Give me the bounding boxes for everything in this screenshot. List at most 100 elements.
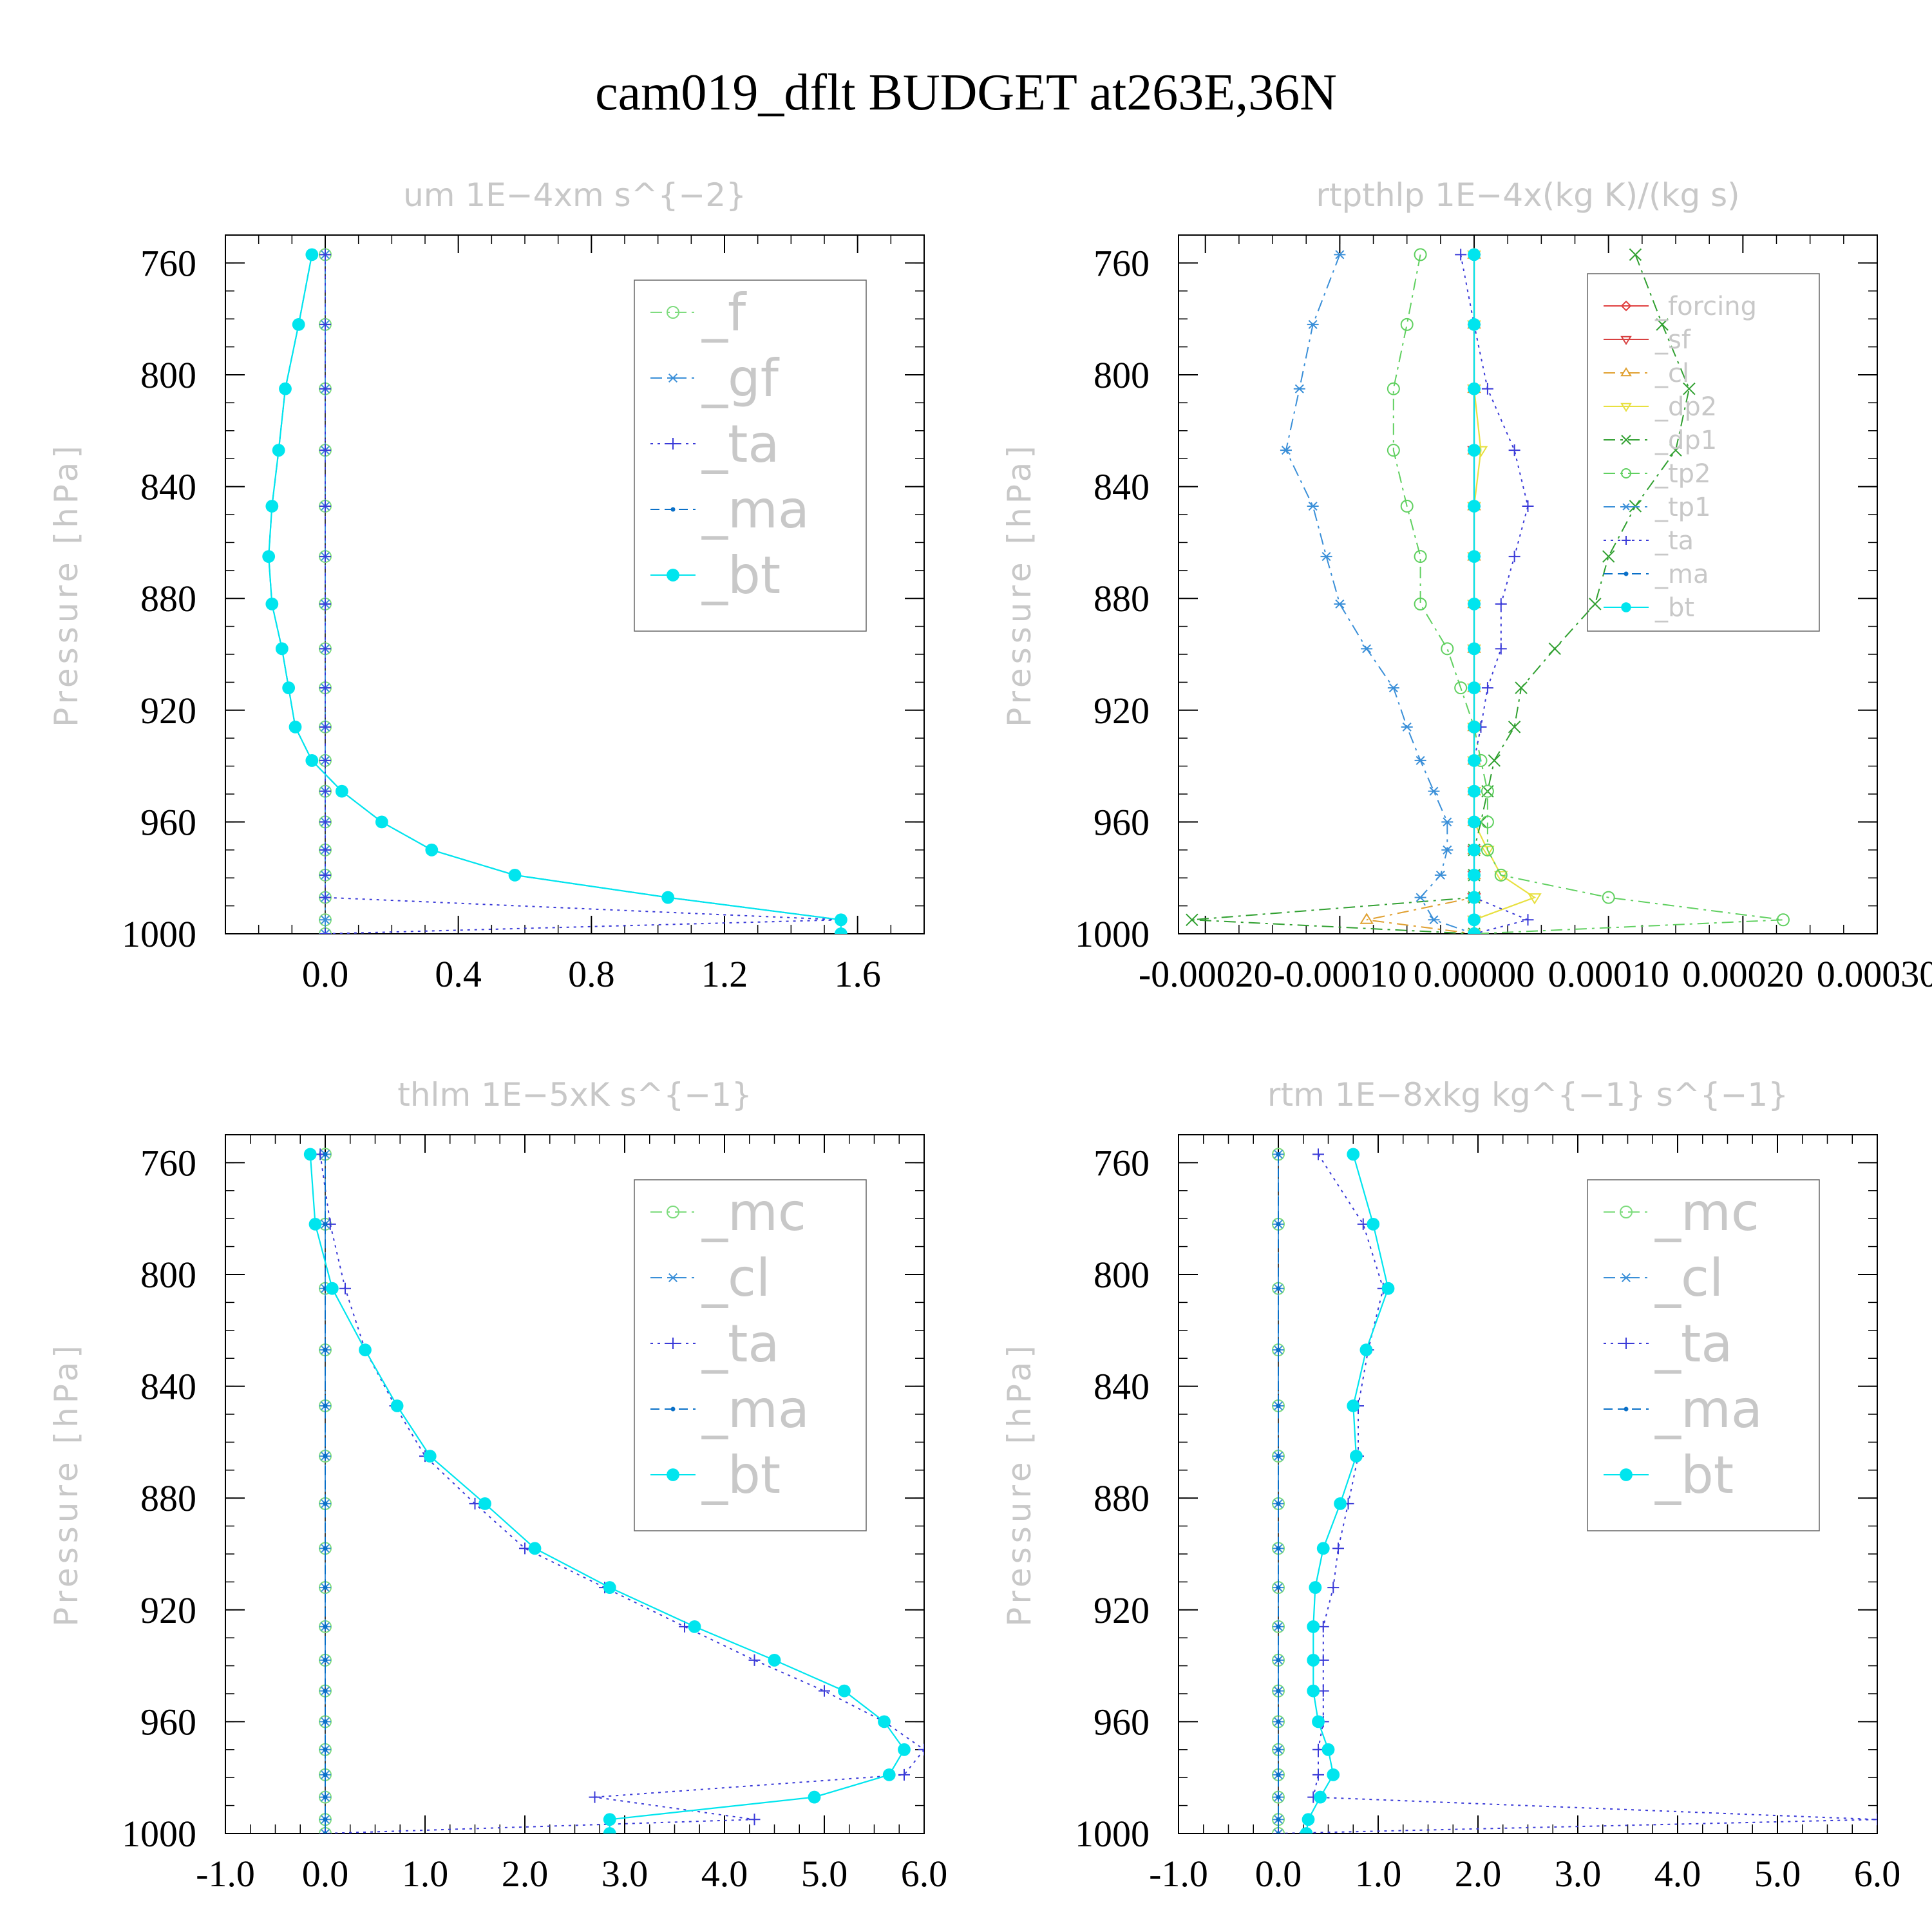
data-point xyxy=(1414,550,1427,564)
legend-marker xyxy=(667,438,679,450)
legend-marker xyxy=(1621,602,1631,612)
data-point xyxy=(292,317,305,331)
legend-label: _bt xyxy=(1654,1445,1734,1505)
series-bt xyxy=(1300,1148,1395,1833)
y-tick-label: 1000 xyxy=(122,913,196,955)
legend-entry: _bt xyxy=(1604,1445,1734,1505)
data-point xyxy=(1528,893,1542,905)
data-point xyxy=(319,721,331,733)
data-point xyxy=(323,1454,328,1459)
legend-entry: _f xyxy=(650,283,747,343)
legend-label: _mc xyxy=(701,1182,806,1242)
data-point xyxy=(1871,1814,1877,1826)
y-tick-label: 920 xyxy=(1094,1589,1150,1631)
data-point xyxy=(1361,644,1373,654)
data-point xyxy=(272,444,285,457)
data-point xyxy=(1276,1286,1281,1291)
data-point xyxy=(1468,754,1481,767)
y-tick-label: 960 xyxy=(140,1701,196,1743)
data-point xyxy=(1307,319,1319,329)
data-point xyxy=(1468,681,1481,694)
legend-label: _cl xyxy=(1654,359,1689,388)
y-tick-label: 920 xyxy=(140,690,196,732)
data-point xyxy=(319,682,331,694)
plot-area xyxy=(262,248,848,934)
series-dp1 xyxy=(1186,248,1696,934)
data-point xyxy=(1276,1817,1281,1822)
panel-title: rtm 1E−8xkg kg^{−1} s^{−1} xyxy=(1267,1076,1788,1113)
data-point xyxy=(323,1501,328,1506)
y-tick-label: 960 xyxy=(140,801,196,843)
x-tick-label: 0.0 xyxy=(1255,1853,1302,1895)
data-point xyxy=(319,785,331,797)
data-point xyxy=(1441,642,1454,656)
x-tick-label: 0.0 xyxy=(302,953,349,995)
series-ta xyxy=(1455,249,1534,934)
data-point xyxy=(1481,682,1493,694)
series-ta xyxy=(1273,1148,1877,1833)
data-point xyxy=(319,929,331,934)
legend-label: _bt xyxy=(701,545,781,605)
plot-frame xyxy=(1178,1134,1878,1834)
data-point xyxy=(1314,1790,1327,1804)
data-point xyxy=(1276,1747,1281,1752)
legend-label: _sf xyxy=(1654,325,1691,355)
data-point xyxy=(1602,891,1615,904)
data-point xyxy=(1468,720,1481,734)
data-point xyxy=(1495,643,1507,655)
legend-marker xyxy=(1622,503,1631,511)
data-point xyxy=(423,1450,437,1463)
legend-label: _dp2 xyxy=(1654,392,1717,422)
series-line xyxy=(1473,254,1537,934)
legend-entry: _ta xyxy=(650,1314,779,1374)
legend-marker xyxy=(667,373,679,383)
data-point xyxy=(323,1222,328,1227)
legend-label: _bt xyxy=(1654,593,1694,623)
chart-panel-bottom-left: thlm 1E−5xK s^{−1} Pressure [hPa] -1.0 0.0 1… xyxy=(48,1076,947,1895)
legend-entry: _bt xyxy=(650,545,781,605)
legend: _forcing _sf _cl _dp2 _dp1 _tp2 _tp1 _ta _ma _bt xyxy=(1587,273,1820,632)
series-bt xyxy=(1468,248,1481,934)
y-tick-label: 840 xyxy=(140,1366,196,1408)
series-ta xyxy=(314,1148,924,1833)
data-point xyxy=(323,1719,328,1724)
data-point xyxy=(323,1585,328,1590)
y-tick-label: 960 xyxy=(1094,1701,1150,1743)
panel-title: um 1E−4xm s^{−2} xyxy=(403,176,746,214)
legend-label: _tp2 xyxy=(1654,459,1711,489)
data-point xyxy=(1481,383,1493,395)
data-point xyxy=(359,1343,372,1357)
figure-title: cam019_dflt BUDGET at263E,36N xyxy=(595,64,1337,121)
data-point xyxy=(319,891,331,904)
data-point xyxy=(1327,1582,1340,1594)
data-point xyxy=(918,1743,924,1756)
data-point xyxy=(1468,382,1481,395)
data-point xyxy=(1455,249,1467,261)
legend-box xyxy=(634,1179,867,1531)
legend-label: _cl xyxy=(701,1248,770,1308)
y-tick-label: 1000 xyxy=(122,1813,196,1855)
y-tick-label: 880 xyxy=(1094,578,1150,620)
legend-entry: _forcing xyxy=(1604,292,1757,321)
data-point xyxy=(1387,382,1400,395)
series-line xyxy=(1191,254,1690,934)
data-point xyxy=(688,1620,701,1633)
data-point xyxy=(1468,317,1481,331)
y-tick-label: 880 xyxy=(1094,1477,1150,1519)
data-point xyxy=(323,1772,328,1777)
data-point xyxy=(1307,1620,1320,1633)
data-point xyxy=(339,1282,351,1294)
series-bt xyxy=(303,1148,911,1833)
data-point xyxy=(323,1689,328,1694)
series-ta xyxy=(319,249,847,934)
data-point xyxy=(275,642,289,656)
y-tick-label: 800 xyxy=(1094,1254,1150,1296)
chart-panels: um 1E−4xm s^{−2} Pressure [hPa] 0.0 0.4 0.8 1… xyxy=(48,176,1932,1895)
data-point xyxy=(1669,444,1682,457)
data-point xyxy=(1776,913,1790,927)
legend-box xyxy=(1587,1179,1820,1531)
legend-label: _ta xyxy=(701,1314,779,1374)
legend-entry: _cl xyxy=(1604,359,1689,388)
data-point xyxy=(323,1795,328,1800)
y-axis-title: Pressure [hPa] xyxy=(1001,442,1038,727)
